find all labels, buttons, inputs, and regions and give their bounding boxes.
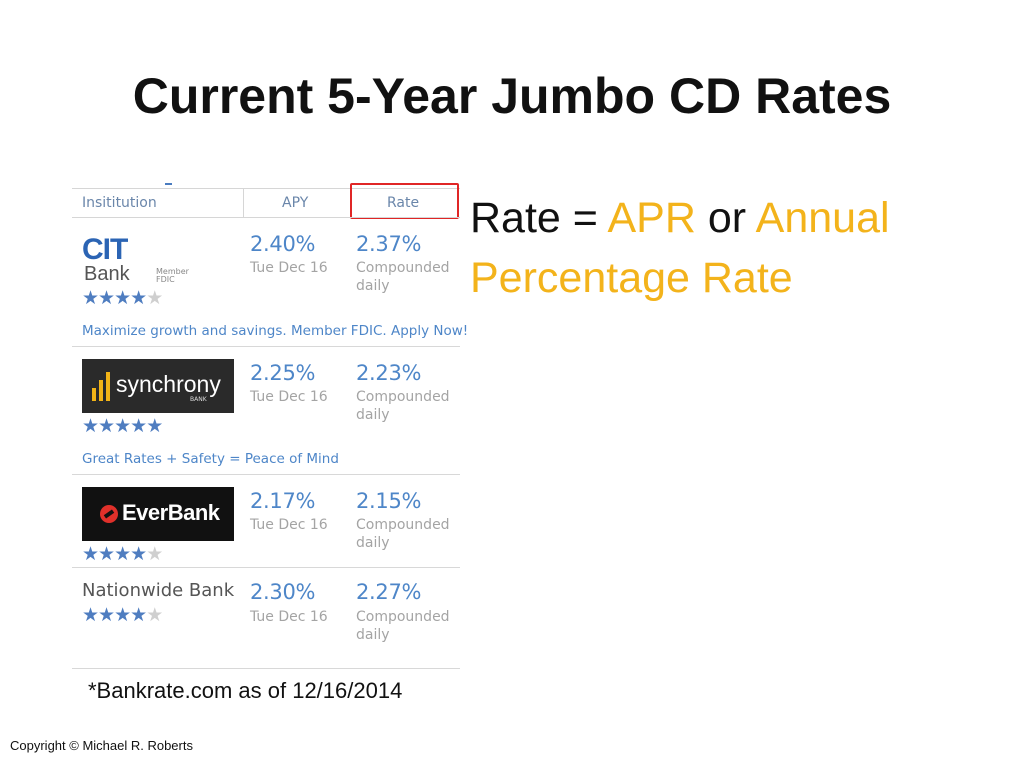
apy-value: 2.17% [250,489,316,513]
compound-label: daily [356,535,390,551]
rate-value: 2.37% [356,232,422,256]
slide-title: Current 5-Year Jumbo CD Rates [132,68,892,124]
apy-value: 2.25% [250,361,316,385]
star-filled-icon: ★ [82,415,99,437]
star-rating: ★★★★★ [82,604,163,626]
star-empty-icon: ★ [146,543,163,565]
rate-date: Tue Dec 16 [250,517,328,533]
compound-label: Compounded [356,517,450,533]
rate-highlight-box [350,183,459,219]
star-filled-icon: ★ [130,415,147,437]
nationwide-bank-name: Nationwide Bank [82,580,235,601]
compound-label: daily [356,407,390,423]
star-rating: ★★★★★ [82,543,163,565]
rates-table: Insititution APY Rate CIT Bank Member FD… [72,183,468,669]
everbank-mark-icon [100,505,118,523]
divider [243,189,244,217]
apy-value: 2.40% [250,232,316,256]
star-filled-icon: ★ [98,604,115,626]
compound-label: Compounded [356,609,450,625]
cit-bank-logo: CIT Bank Member FDIC [82,235,192,295]
star-filled-icon: ★ [130,604,147,626]
copyright-notice: Copyright © Michael R. Roberts [10,738,193,753]
definition-middle: or [695,194,756,242]
star-filled-icon: ★ [114,415,131,437]
definition-expansion: Annual [755,194,890,242]
compound-label: Compounded [356,260,450,276]
definition-expansion: Percentage Rate [470,254,793,302]
everbank-logo: EverBank [82,487,234,541]
divider [72,217,460,218]
star-empty-icon: ★ [146,287,163,309]
divider [165,183,172,185]
star-filled-icon: ★ [82,604,99,626]
star-empty-icon: ★ [146,604,163,626]
star-filled-icon: ★ [146,415,163,437]
compound-label: Compounded [356,389,450,405]
source-footnote: *Bankrate.com as of 12/16/2014 [88,678,403,703]
compound-label: daily [356,627,390,643]
divider [72,346,460,347]
star-rating: ★★★★★ [82,287,163,309]
star-filled-icon: ★ [130,543,147,565]
divider [72,474,460,475]
apy-value: 2.30% [250,580,316,604]
cit-logo-word: CIT [82,233,128,266]
cit-logo-bank: Bank [84,263,130,285]
star-filled-icon: ★ [82,287,99,309]
star-filled-icon: ★ [98,543,115,565]
synchrony-mark-icon [92,372,110,401]
everbank-logo-word: EverBank [122,500,220,525]
star-filled-icon: ★ [98,415,115,437]
synchrony-logo-sub: BANK [190,396,207,403]
definition-prefix: Rate = [470,194,608,242]
synchrony-bank-logo: synchrony BANK [82,359,234,413]
rate-definition: Rate = APR or Annual Percentage Rate [470,188,1010,308]
header-institution: Insititution [82,195,157,211]
compound-label: daily [356,278,390,294]
star-rating: ★★★★★ [82,415,163,437]
fdic-tag: Member FDIC [156,267,189,284]
star-filled-icon: ★ [82,543,99,565]
rate-value: 2.27% [356,580,422,604]
divider [72,567,460,568]
definition-term: APR [607,194,696,242]
star-filled-icon: ★ [114,543,131,565]
promo-link[interactable]: Maximize growth and savings. Member FDIC… [82,323,469,339]
divider [72,668,460,669]
rate-date: Tue Dec 16 [250,260,328,276]
promo-link[interactable]: Great Rates + Safety = Peace of Mind [82,451,339,467]
header-apy: APY [282,195,309,211]
rate-date: Tue Dec 16 [250,609,328,625]
header-rate: Rate [387,195,420,211]
divider [72,188,460,189]
star-filled-icon: ★ [98,287,115,309]
rate-value: 2.23% [356,361,422,385]
star-filled-icon: ★ [114,287,131,309]
star-filled-icon: ★ [114,604,131,626]
rate-date: Tue Dec 16 [250,389,328,405]
rate-value: 2.15% [356,489,422,513]
synchrony-logo-word: synchrony [116,371,221,397]
star-filled-icon: ★ [130,287,147,309]
